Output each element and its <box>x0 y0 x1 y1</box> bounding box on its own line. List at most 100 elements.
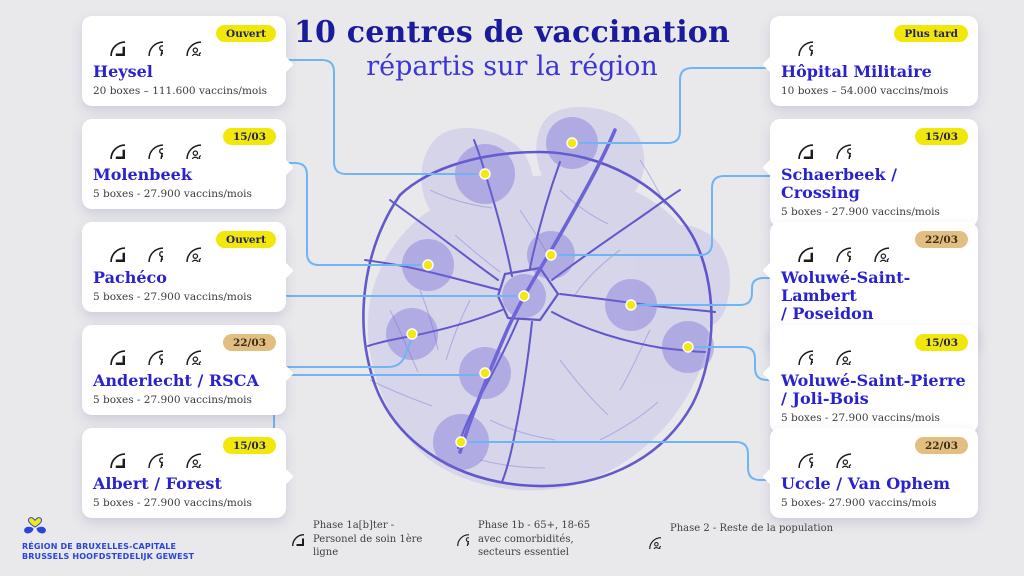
center-card: 22/03 Anderlecht / RSCA 5 boxes - 27.900… <box>82 325 286 415</box>
elderly-person-icon <box>131 436 163 468</box>
group-icon <box>857 230 889 262</box>
status-badge: 15/03 <box>914 334 968 351</box>
connector-uccle <box>468 441 771 481</box>
center-marker <box>682 341 694 353</box>
center-card: 22/03 Uccle / Van Ophem 5 boxes- 27.900 … <box>770 428 978 518</box>
legend-text: Phase 2 - Reste de la population <box>670 523 834 534</box>
center-card: Ouvert Heysel 20 boxes – 111.600 vaccins… <box>82 16 286 106</box>
center-stats: 20 boxes – 111.600 vaccins/mois <box>93 84 267 97</box>
legend-text: Phase 1b - 65+, 18-65 avec comorbidités,… <box>478 520 591 558</box>
group-icon <box>169 127 201 159</box>
center-name: Hôpital Militaire <box>781 62 932 81</box>
status-badge: Plus tard <box>894 25 968 42</box>
group-icon <box>169 333 201 365</box>
legend-item-phase-1a: Phase 1a[b]ter - Personel de soin 1ère l… <box>278 519 431 560</box>
status-badge: Ouvert <box>216 231 276 248</box>
center-card: 15/03 Schaerbeek / Crossing 5 boxes - 27… <box>770 119 978 227</box>
plus-icon <box>781 230 813 262</box>
elderly-person-icon <box>131 24 163 56</box>
elderly-person-icon <box>819 127 851 159</box>
connector-schaerbeek <box>558 175 771 256</box>
region-name: RÉGION DE BRUXELLES-CAPITALE BRUSSELS HO… <box>22 542 194 563</box>
legend-text: Phase 1a[b]ter - Personel de soin 1ère l… <box>313 520 423 558</box>
plus-icon <box>93 436 125 468</box>
status-badge: 15/03 <box>914 128 968 145</box>
status-badge: 22/03 <box>914 437 968 454</box>
elderly-person-icon <box>443 520 469 546</box>
title-line-1: 10 centres de vaccination <box>293 15 731 50</box>
group-icon <box>819 436 851 468</box>
status-badge: 22/03 <box>222 334 276 351</box>
center-card: Ouvert Pachéco 5 boxes - 27.900 vaccins/… <box>82 222 286 312</box>
group-icon <box>635 523 661 549</box>
map-urban-area <box>367 107 730 491</box>
region-brussels-logo: RÉGION DE BRUXELLES-CAPITALE BRUSSELS HO… <box>22 516 194 563</box>
center-marker <box>518 290 530 302</box>
plus-icon <box>781 127 813 159</box>
iris-flower-icon <box>24 517 46 534</box>
center-marker <box>406 328 418 340</box>
map-center-dots <box>406 137 694 448</box>
page-title: 10 centres de vaccination répartis sur l… <box>272 15 752 82</box>
center-name: Uccle / Van Ophem <box>781 474 951 493</box>
elderly-person-icon <box>131 333 163 365</box>
center-name: Pachéco <box>93 268 167 287</box>
center-stats: 5 boxes - 27.900 vaccins/mois <box>93 187 252 200</box>
center-stats: 5 boxes - 27.900 vaccins/mois <box>781 205 940 218</box>
center-name: Woluwé-Saint-Lambert / Poseidon <box>781 268 911 323</box>
center-marker <box>545 249 557 261</box>
plus-icon <box>93 24 125 56</box>
center-name: Woluwé-Saint-Pierre / Joli-Bois <box>781 371 966 408</box>
center-marker <box>566 137 578 149</box>
title-line-2: répartis sur la région <box>366 50 658 82</box>
plus-icon <box>93 230 125 262</box>
center-card: Plus tard Hôpital Militaire 10 boxes – 5… <box>770 16 978 106</box>
center-marker <box>479 168 491 180</box>
group-icon <box>169 436 201 468</box>
center-stats: 5 boxes - 27.900 vaccins/mois <box>781 411 940 424</box>
center-marker <box>625 299 637 311</box>
elderly-person-icon <box>781 333 813 365</box>
center-marker <box>455 436 467 448</box>
elderly-person-icon <box>781 436 813 468</box>
group-icon <box>819 333 851 365</box>
connector-heysel <box>264 59 478 175</box>
connector-molenbeek <box>264 162 421 266</box>
center-stats: 5 boxes - 27.900 vaccins/mois <box>93 393 252 406</box>
center-stats: 5 boxes- 27.900 vaccins/mois <box>781 496 937 509</box>
status-badge: Ouvert <box>216 25 276 42</box>
status-badge: 15/03 <box>222 437 276 454</box>
status-badge: 22/03 <box>914 231 968 248</box>
center-card: 15/03 Woluwé-Saint-Pierre / Joli-Bois 5 … <box>770 325 978 433</box>
region-name-nl: BRUSSELS HOOFDSTEDELIJK GEWEST <box>22 552 195 562</box>
center-name: Molenbeek <box>93 165 192 184</box>
region-name-fr: RÉGION DE BRUXELLES-CAPITALE <box>22 542 177 551</box>
center-card: 15/03 Albert / Forest 5 boxes - 27.900 v… <box>82 428 286 518</box>
center-name: Heysel <box>93 62 153 81</box>
legend-item-phase-1b: Phase 1b - 65+, 18-65 avec comorbidités,… <box>443 519 598 560</box>
plus-icon <box>278 520 304 546</box>
center-name: Albert / Forest <box>93 474 222 493</box>
elderly-person-icon <box>819 230 851 262</box>
elderly-person-icon <box>131 127 163 159</box>
plus-icon <box>93 127 125 159</box>
center-name: Anderlecht / RSCA <box>93 371 259 390</box>
group-icon <box>169 230 201 262</box>
center-name: Schaerbeek / Crossing <box>781 165 897 202</box>
status-badge: 15/03 <box>222 128 276 145</box>
center-stats: 5 boxes - 27.900 vaccins/mois <box>93 496 252 509</box>
plus-icon <box>93 333 125 365</box>
map-major-roads <box>362 128 716 488</box>
center-marker <box>422 259 434 271</box>
connector-hopital-militaire <box>579 67 771 144</box>
center-marker <box>479 367 491 379</box>
center-stats: 5 boxes - 27.900 vaccins/mois <box>93 290 252 303</box>
center-card: 15/03 Molenbeek 5 boxes - 27.900 vaccins… <box>82 119 286 209</box>
connector-woluwe-saint-lambert <box>638 277 771 306</box>
legend-item-phase-2: Phase 2 - Reste de la population <box>635 522 870 549</box>
connector-anderlecht <box>264 340 412 368</box>
elderly-person-icon <box>781 24 813 56</box>
center-stats: 10 boxes – 54.000 vaccins/mois <box>781 84 949 97</box>
elderly-person-icon <box>131 230 163 262</box>
